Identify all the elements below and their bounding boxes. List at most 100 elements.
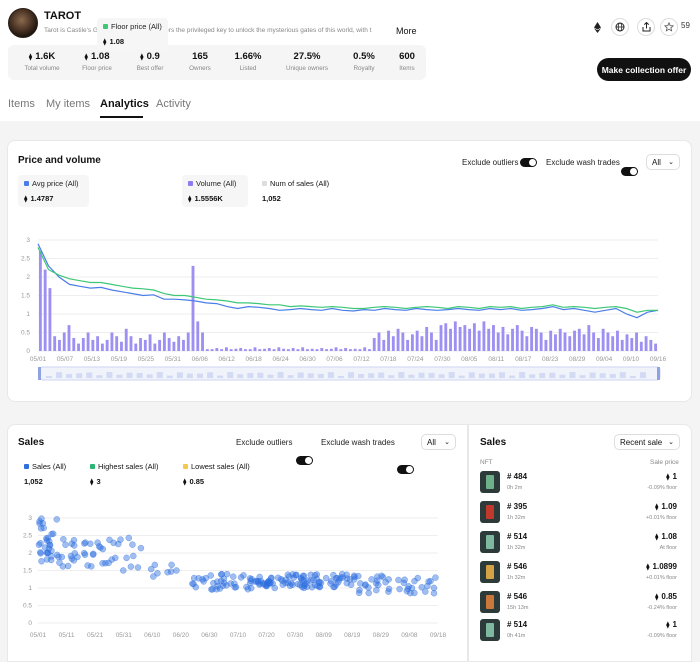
tab-my-items[interactable]: My items xyxy=(46,98,90,110)
volume-bar xyxy=(248,349,252,351)
tab-items[interactable]: Items xyxy=(8,98,35,110)
sale-point xyxy=(62,541,69,549)
eth-icon: ⧫ xyxy=(183,479,187,486)
range-slider-bar xyxy=(468,372,475,378)
legend-highest-sales[interactable]: Highest sales (All) ⧫ 3 xyxy=(90,462,159,486)
volume-bar xyxy=(182,339,185,351)
volume-bar xyxy=(239,348,243,351)
collection-title: TAROT xyxy=(44,10,82,22)
sale-point xyxy=(330,571,337,579)
exclude-wash-toggle[interactable] xyxy=(621,167,638,176)
volume-bar xyxy=(649,339,653,351)
volume-bar xyxy=(410,334,414,351)
sales-exclude-wash-toggle[interactable] xyxy=(397,465,414,474)
sale-point xyxy=(59,563,67,570)
legend-lowest-sales[interactable]: Lowest sales (All) ⧫ 0.85 xyxy=(183,462,250,486)
volume-bar xyxy=(630,338,634,351)
collection-description: Tarot is Castile's Genesis NFT, giving h… xyxy=(44,27,372,34)
x-tick-label: 08/29 xyxy=(569,356,586,363)
range-slider-bar xyxy=(217,375,224,378)
range-slider-bar xyxy=(156,372,163,378)
volume-bar xyxy=(468,328,472,351)
volume-bar xyxy=(320,348,324,351)
y-tick-label: 1 xyxy=(26,311,30,318)
sale-point xyxy=(347,581,355,589)
volume-bar xyxy=(77,343,80,351)
sales-scatter-chart[interactable]: 0 0.5 1 1.5 2 2.5 3 05/01 05/11 05/21 05/31 06/10 06… xyxy=(18,514,448,646)
eth-icon[interactable] xyxy=(588,18,606,36)
range-slider-bar xyxy=(428,372,435,378)
legend-avg-price[interactable]: Avg price (All) ⧫ 1.4787 xyxy=(18,175,89,207)
volume-bar xyxy=(253,347,257,351)
y-tick-label: 2.5 xyxy=(23,533,32,540)
legend-floor-price[interactable]: Floor price (All) ⧫ 1.08 xyxy=(97,18,168,50)
volume-bar xyxy=(477,330,481,351)
sale-price: ⧫ 1 xyxy=(666,472,677,481)
range-slider-bar xyxy=(569,372,576,378)
sale-time: 0h 2m xyxy=(507,485,523,491)
sale-list-item[interactable]: # 395 1h 32m ⧫ 1.09 +0.01% floor xyxy=(480,498,685,526)
exclude-outliers-toggle[interactable] xyxy=(520,158,537,167)
more-link[interactable]: More xyxy=(396,26,417,36)
tab-analytics[interactable]: Analytics xyxy=(100,98,149,110)
sale-list-item[interactable]: # 514 0h 41m ⧫ 1 -0.09% floor xyxy=(480,616,685,644)
volume-bar xyxy=(596,338,600,351)
volume-bar xyxy=(110,332,114,351)
x-tick-label: 05/25 xyxy=(138,356,155,363)
volume-bar xyxy=(534,328,538,351)
sale-point xyxy=(94,539,101,546)
sale-point xyxy=(247,577,255,585)
sale-list-item[interactable]: # 546 1h 32m ⧫ 1.0899 +0.01% floor xyxy=(480,558,685,586)
sale-point xyxy=(43,535,50,542)
volume-bar xyxy=(315,349,319,351)
volume-bar xyxy=(372,338,376,351)
share-icon[interactable] xyxy=(637,18,655,36)
sale-point xyxy=(322,574,330,582)
globe-icon[interactable] xyxy=(611,18,629,36)
sales-filter-select[interactable]: All ⌄ xyxy=(421,434,456,450)
sale-list-item[interactable]: # 514 1h 32m ⧫ 1.08 At floor xyxy=(480,528,685,556)
sale-point xyxy=(117,536,124,543)
volume-bar xyxy=(81,338,85,351)
series-line xyxy=(37,247,658,313)
price-volume-filter-select[interactable]: All ⌄ xyxy=(646,154,680,170)
sale-point xyxy=(288,580,295,587)
nft-thumbnail xyxy=(480,531,500,553)
sale-list-item[interactable]: # 484 0h 2m ⧫ 1 -0.09% floor xyxy=(480,468,685,496)
range-slider-bar xyxy=(639,372,646,378)
price-volume-chart[interactable]: 0 0.5 1 1.5 2 2.5 3 05/01 05/07 05/13 05/19 05/25 05… xyxy=(18,232,680,384)
sale-point xyxy=(134,564,142,571)
nft-name: # 514 xyxy=(507,620,528,629)
make-collection-offer-button[interactable]: Make collection offer xyxy=(597,58,691,81)
range-slider-bar xyxy=(287,375,294,378)
range-slider-bar xyxy=(176,372,183,378)
recent-sale-sort-select[interactable]: Recent sale ⌄ xyxy=(614,434,680,450)
legend-num-sales[interactable]: Num of sales (All) 1,052 xyxy=(262,179,330,203)
tab-activity[interactable]: Activity xyxy=(156,98,191,110)
eth-icon: ⧫ xyxy=(140,54,144,61)
nft-thumbnail xyxy=(480,619,500,641)
volume-bar xyxy=(277,347,281,351)
volume-bar xyxy=(492,325,495,351)
x-tick-label: 08/23 xyxy=(542,356,559,363)
volume-bar xyxy=(582,334,586,351)
sale-point xyxy=(256,573,263,581)
chevron-down-icon: ⌄ xyxy=(668,439,674,446)
sales-exclude-outliers-toggle[interactable] xyxy=(296,456,313,465)
volume-bar xyxy=(220,349,224,351)
sale-point xyxy=(316,578,323,586)
volume-bar xyxy=(482,321,486,351)
star-icon[interactable] xyxy=(660,18,678,36)
sale-point xyxy=(147,565,155,573)
sale-point xyxy=(314,582,321,590)
x-tick-label: 05/31 xyxy=(165,356,182,363)
volume-bar xyxy=(186,332,190,351)
legend-sales[interactable]: Sales (All) 1,052 xyxy=(24,462,67,486)
sale-list-item[interactable]: # 546 15h 13m ⧫ 0.85 -0.24% floor xyxy=(480,588,685,616)
range-slider-bar xyxy=(499,372,505,378)
x-tick-label: 06/06 xyxy=(192,356,209,363)
range-slider-bar xyxy=(519,372,526,378)
legend-volume[interactable]: Volume (All) ⧫ 1.5556K xyxy=(182,175,248,207)
volume-bar xyxy=(115,336,119,351)
x-tick-label: 05/01 xyxy=(30,356,47,363)
